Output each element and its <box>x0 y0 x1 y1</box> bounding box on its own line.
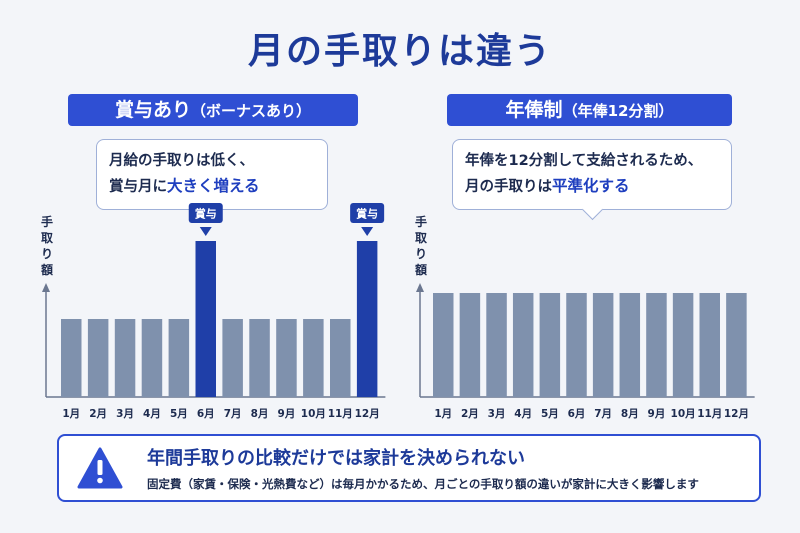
right-speech-bubble: 年俸を12分割して支給されるため、 月の手取りは平準化する <box>452 139 732 210</box>
left-x-tick-label: 4月 <box>143 408 161 420</box>
left-bar <box>168 319 190 397</box>
right-tag-sub: （年俸12分割） <box>562 102 674 120</box>
left-bubble-prefix: 賞与月に <box>109 179 167 195</box>
right-bar <box>699 293 720 397</box>
page-title: 月の手取りは違う <box>247 31 552 72</box>
left-y-axis-label: 手取り額 <box>40 215 53 277</box>
right-panel-tag: 年俸制（年俸12分割） <box>447 94 732 126</box>
left-bonus-pointer <box>361 227 374 236</box>
right-tag-main: 年俸制 <box>505 99 563 121</box>
left-bar <box>276 319 297 397</box>
right-bubble-highlight: 平準化する <box>552 177 630 195</box>
warning-title: 年間手取りの比較だけでは家計を決められない <box>147 448 525 469</box>
right-bar <box>619 293 641 397</box>
right-x-tick-label: 7月 <box>594 408 612 420</box>
left-x-tick-label: 2月 <box>89 408 107 420</box>
left-bar <box>249 319 270 397</box>
warning-triangle-icon <box>77 447 123 489</box>
left-x-tick-label: 9月 <box>278 408 296 420</box>
right-x-tick-label: 8月 <box>621 408 639 420</box>
left-bonus-pointer <box>199 227 212 236</box>
left-bonus-label: 賞与 <box>356 207 378 221</box>
left-speech-bubble: 月給の手取りは低く、 賞与月に大きく増える <box>96 139 328 210</box>
left-tag-main: 賞与あり <box>114 99 191 121</box>
right-y-axis-arrow <box>416 283 424 292</box>
right-x-tick-label: 1月 <box>434 408 452 420</box>
right-bubble-line1: 年俸を12分割して支給されるため、 <box>465 153 703 169</box>
right-bar <box>459 293 481 397</box>
left-x-tick-label: 12月 <box>355 408 380 420</box>
left-bubble-line1: 月給の手取りは低く、 <box>109 153 254 169</box>
left-bar <box>303 319 324 397</box>
right-x-tick-label: 9月 <box>648 408 666 420</box>
left-bar <box>61 319 82 397</box>
right-bar <box>486 293 507 397</box>
right-bubble-prefix: 月の手取りは <box>465 179 552 195</box>
right-bar <box>433 293 454 397</box>
right-bar <box>566 293 587 397</box>
left-bar <box>222 319 243 397</box>
warning-body: 固定費（家賃・保険・光熱費など）は毎月かかるため、月ごとの手取り額の違いが家計に… <box>147 477 699 491</box>
left-bubble-line2: 賞与月に大きく増える <box>109 174 315 200</box>
left-bar <box>330 319 351 397</box>
right-x-tick-label: 10月 <box>671 408 696 420</box>
left-bubble-highlight: 大きく増える <box>167 177 260 195</box>
right-bubble-line2: 月の手取りは平準化する <box>465 174 719 200</box>
right-x-tick-label: 6月 <box>568 408 586 420</box>
left-x-tick-label: 10月 <box>301 408 326 420</box>
left-tag-sub: （ボーナスあり） <box>191 102 312 120</box>
right-y-axis-label: 手取り額 <box>414 215 427 277</box>
right-bar <box>512 293 534 397</box>
left-x-tick-label: 6月 <box>197 408 215 420</box>
left-x-tick-label: 1月 <box>62 408 80 420</box>
right-x-tick-label: 4月 <box>514 408 532 420</box>
left-bonus-badge <box>188 203 223 223</box>
left-bar <box>114 319 136 397</box>
left-x-tick-label: 8月 <box>251 408 269 420</box>
left-bonus-label: 賞与 <box>195 207 217 221</box>
right-x-tick-label: 3月 <box>488 408 506 420</box>
left-bar <box>356 241 378 397</box>
left-panel-tag: 賞与あり（ボーナスあり） <box>68 94 358 126</box>
left-x-tick-label: 3月 <box>116 408 134 420</box>
right-bar <box>539 293 561 397</box>
left-bar <box>87 319 109 397</box>
right-x-tick-label: 12月 <box>724 408 749 420</box>
right-bar <box>726 293 747 397</box>
right-bar <box>646 293 667 397</box>
left-x-tick-label: 11月 <box>328 408 353 420</box>
left-x-tick-label: 5月 <box>170 408 188 420</box>
left-y-axis-arrow <box>42 283 50 292</box>
right-bar <box>592 293 614 397</box>
right-bar <box>672 293 694 397</box>
right-x-tick-label: 11月 <box>697 408 722 420</box>
left-x-tick-label: 7月 <box>224 408 242 420</box>
left-bonus-badge <box>350 203 385 223</box>
left-bar <box>141 319 163 397</box>
warning-box: 年間手取りの比較だけでは家計を決められない 固定費（家賃・保険・光熱費など）は毎… <box>57 434 761 502</box>
right-x-tick-label: 5月 <box>541 408 559 420</box>
left-bar <box>195 241 216 397</box>
right-x-tick-label: 2月 <box>461 408 479 420</box>
